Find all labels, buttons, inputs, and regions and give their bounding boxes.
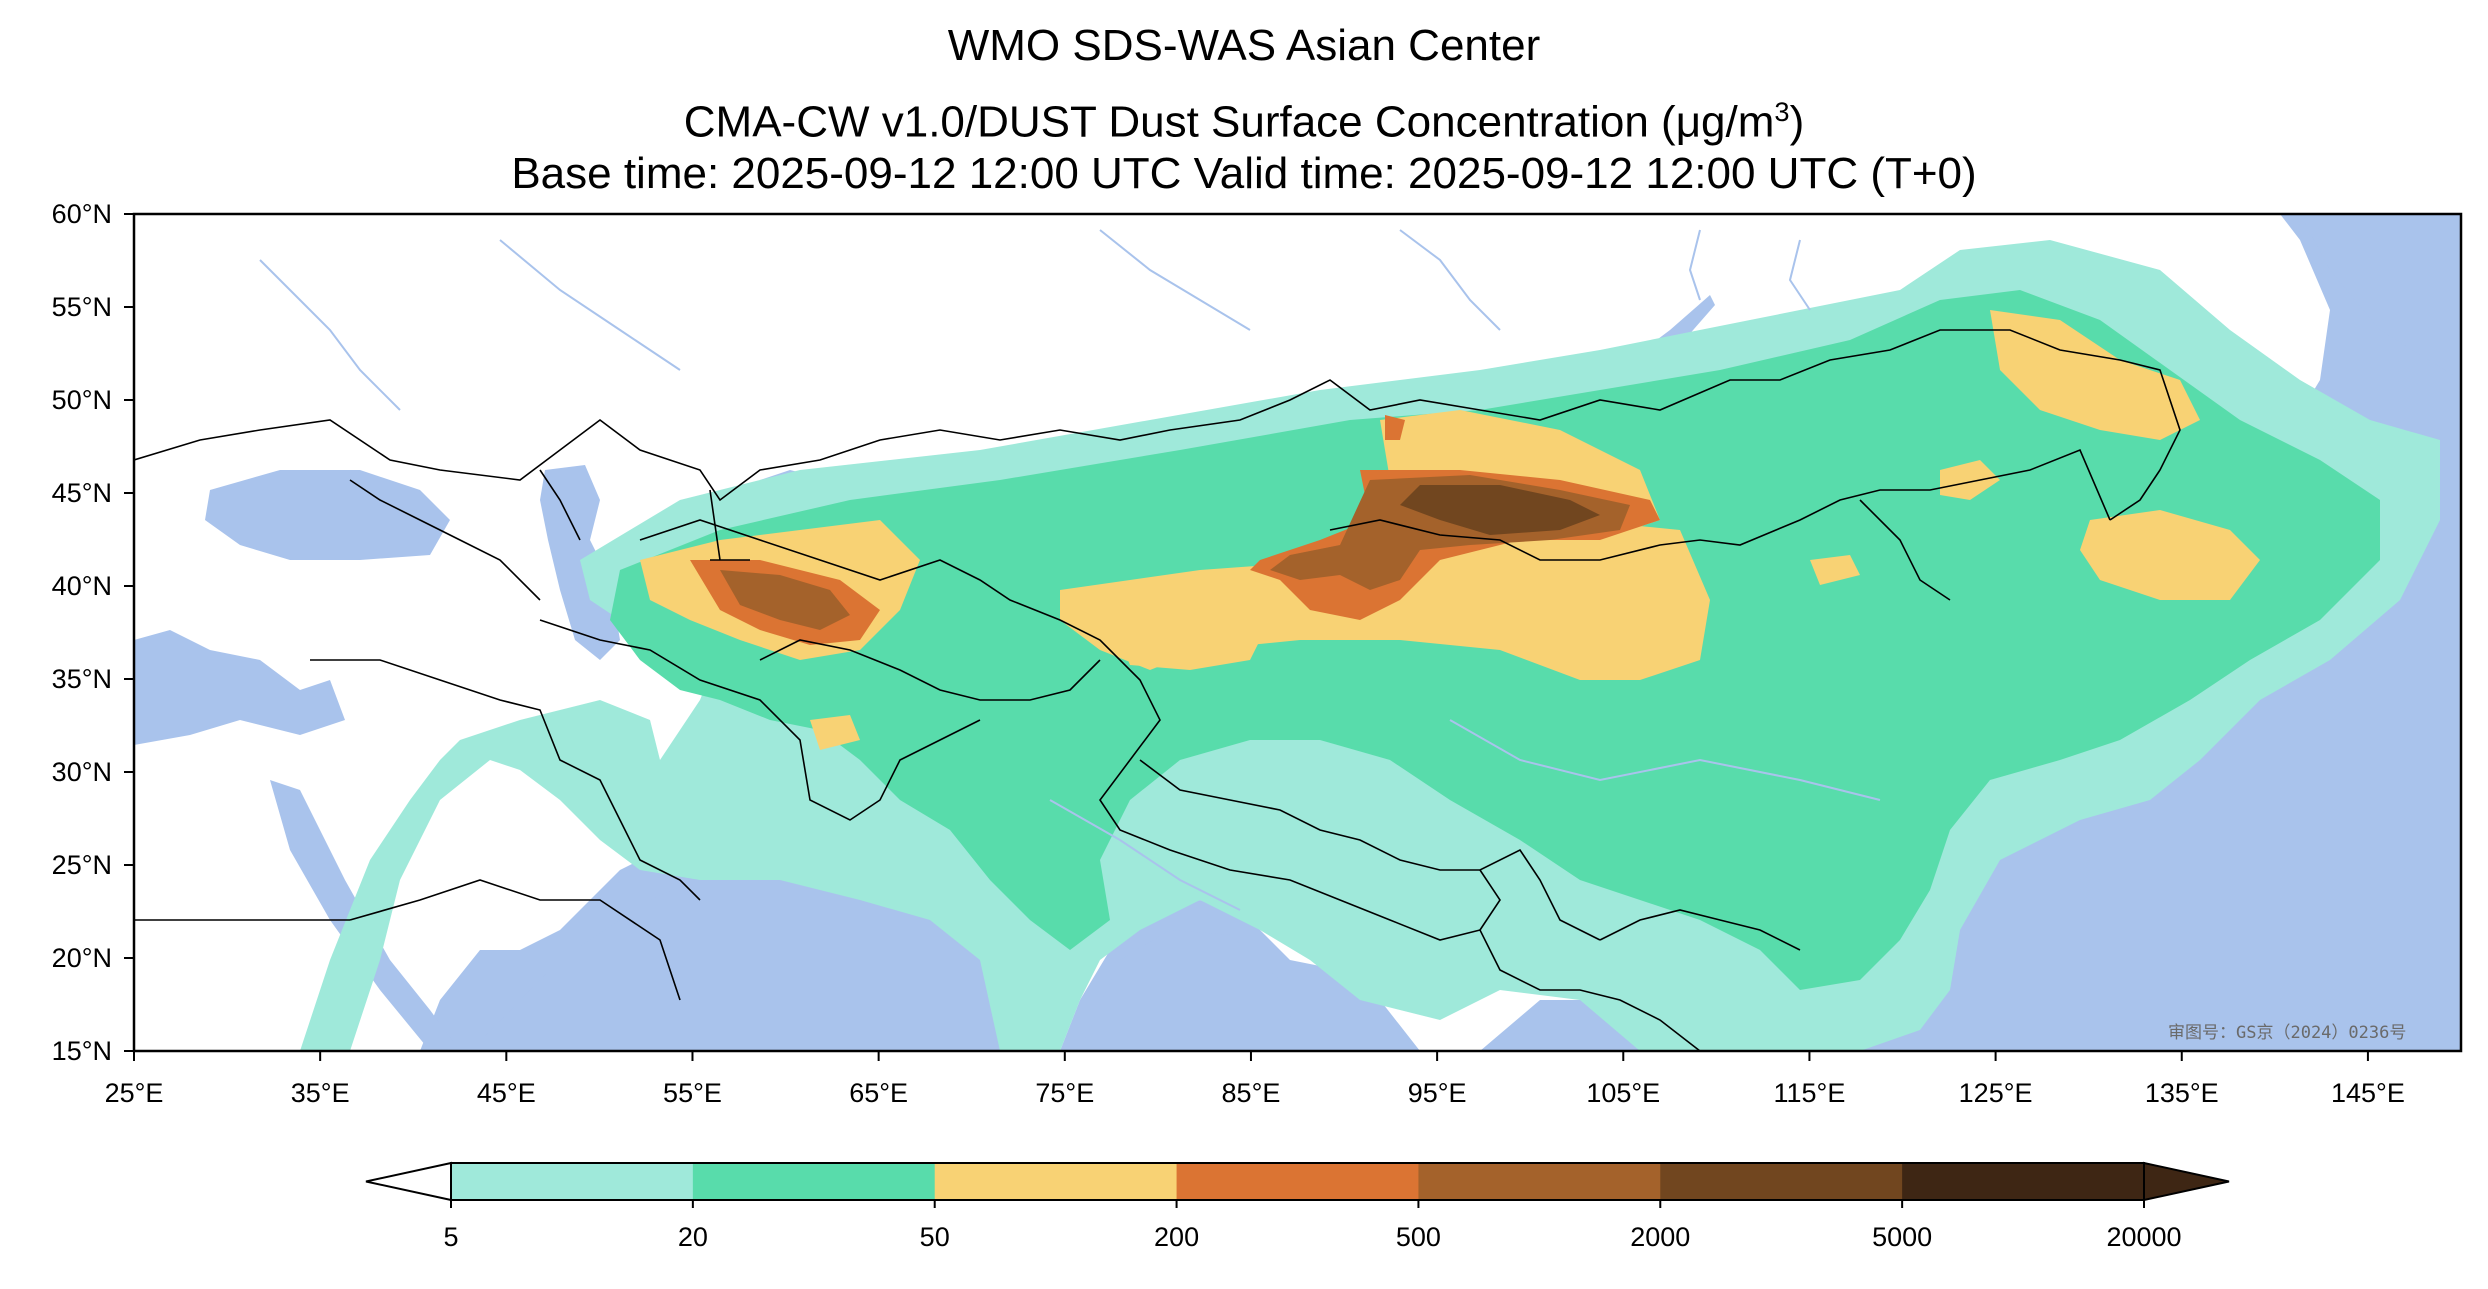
dust-level-200-500-small — [1385, 415, 1405, 440]
lon-tick-label: 35°E — [290, 1078, 350, 1108]
lat-tick-label: 20°N — [51, 943, 112, 973]
red-sea — [270, 780, 460, 1051]
river — [1449, 719, 1881, 801]
colorbar-frame — [450, 1162, 2145, 1201]
dust-level-50-200-small-2 — [1810, 555, 1860, 585]
lat-tick-label: 50°N — [51, 385, 112, 415]
colorbar-tick-label: 50 — [919, 1222, 950, 1252]
colorbar-tick-label: 200 — [1154, 1222, 1200, 1252]
lat-tick-label: 30°N — [51, 757, 112, 787]
border-segment — [1139, 759, 1601, 941]
river — [259, 259, 401, 411]
chart-title: WMO SDS-WAS Asian Center — [947, 21, 1541, 70]
river — [499, 239, 681, 371]
lon-tick-label: 105°E — [1586, 1078, 1661, 1108]
lat-tick-label: 40°N — [51, 571, 112, 601]
border-segment — [539, 619, 981, 821]
river — [1788, 239, 1811, 311]
dust-level-500-2000-karakum — [720, 570, 850, 630]
rivers — [259, 229, 1881, 911]
lon-tick-label: 65°E — [849, 1078, 909, 1108]
map-frame — [132, 212, 2463, 1053]
lon-tick-label: 125°E — [1958, 1078, 2033, 1108]
arabian-sea — [470, 860, 1020, 1051]
border-segment — [1599, 909, 1801, 951]
border-segment — [1329, 448, 2111, 561]
sea-of-okhotsk — [2300, 214, 2461, 380]
colorbar-segment — [1660, 1163, 1903, 1200]
colorbar-tick-label: 5 — [443, 1222, 459, 1252]
colorbar-over-extend — [2143, 1161, 2230, 1202]
border-segment — [709, 489, 750, 561]
border-segment — [1859, 499, 1951, 601]
black-sea — [205, 470, 450, 560]
river — [1049, 799, 1241, 911]
border-segment — [349, 879, 681, 1001]
lat-tick-label: 35°N — [51, 664, 112, 694]
latitude-ticks — [124, 213, 134, 1052]
dust-level-50-200-manchuria — [2080, 510, 2260, 600]
time-line: Base time: 2025-09-12 12:00 UTC Valid ti… — [511, 149, 1977, 198]
lon-tick-label: 115°E — [1773, 1078, 1846, 1108]
border-segment — [134, 329, 2181, 521]
mediterranean-sea — [134, 630, 345, 745]
border-segment — [759, 639, 1101, 701]
subtitle-suffix: ) — [1789, 97, 1805, 147]
longitude-ticks — [133, 1051, 2369, 1061]
colorbar-segment — [1902, 1163, 2145, 1200]
colorbar-under-extend — [365, 1161, 452, 1202]
dust-level-2000-5000-gobi — [1400, 485, 1600, 535]
dust-level-50-200-taklamakan-south — [1120, 630, 1260, 670]
dust-level-50-200-small-1 — [1940, 460, 2000, 500]
lon-tick-label: 95°E — [1407, 1078, 1467, 1108]
unit-label: μg/m — [1675, 97, 1775, 147]
approval-number: 审图号：GS京（2024）0236号 — [2168, 1023, 2406, 1043]
colorbar-segment — [1176, 1163, 1419, 1200]
border-segment — [639, 519, 1701, 1051]
river — [1688, 229, 1701, 301]
lon-tick-label: 135°E — [2144, 1078, 2219, 1108]
country-borders — [134, 329, 2181, 1051]
lon-tick-label: 55°E — [663, 1078, 722, 1108]
lon-tick-label: 75°E — [1035, 1078, 1095, 1108]
lon-tick-label: 25°E — [104, 1078, 164, 1108]
colorbar-tick-label: 2000 — [1630, 1222, 1691, 1252]
colorbar-segment — [934, 1163, 1178, 1200]
colorbar-tick-label: 20 — [677, 1222, 708, 1252]
colorbar-segment — [692, 1163, 936, 1200]
caspian-sea — [540, 465, 620, 660]
lon-tick-label: 45°E — [476, 1078, 536, 1108]
bay-of-bengal — [1080, 930, 1300, 1051]
lon-tick-label: 85°E — [1221, 1078, 1281, 1108]
dust-level-50-200-small-3 — [810, 715, 860, 750]
river — [1399, 229, 1501, 331]
colorbar-segment — [1418, 1163, 1661, 1200]
colorbar — [365, 1161, 2230, 1208]
river — [1099, 229, 1251, 331]
colorbar-tick-label: 20000 — [2106, 1222, 2182, 1252]
unit-exponent: 3 — [1774, 96, 1790, 127]
border-segment — [310, 659, 701, 901]
lat-tick-label: 60°N — [51, 199, 112, 229]
border-segment — [539, 469, 581, 541]
colorbar-segment — [451, 1163, 694, 1200]
chart-subtitle: CMA-CW v1.0/DUST Dust Surface Concentrat… — [0, 86, 2488, 149]
lat-tick-label: 25°N — [51, 850, 112, 880]
border-segment — [1479, 869, 1501, 931]
lat-tick-label: 55°N — [51, 292, 112, 322]
lat-tick-label: 45°N — [51, 478, 112, 508]
colorbar-tick-label: 5000 — [1872, 1222, 1933, 1252]
border-segment — [349, 479, 541, 601]
lon-tick-label: 145°E — [2330, 1078, 2405, 1108]
colorbar-tick-label: 500 — [1395, 1222, 1441, 1252]
subtitle-prefix: CMA-CW v1.0/DUST Dust Surface Concentrat… — [683, 97, 1676, 147]
lat-tick-label: 15°N — [51, 1036, 112, 1066]
map-area: 审图号：GS京（2024）0236号 — [134, 214, 2461, 1051]
